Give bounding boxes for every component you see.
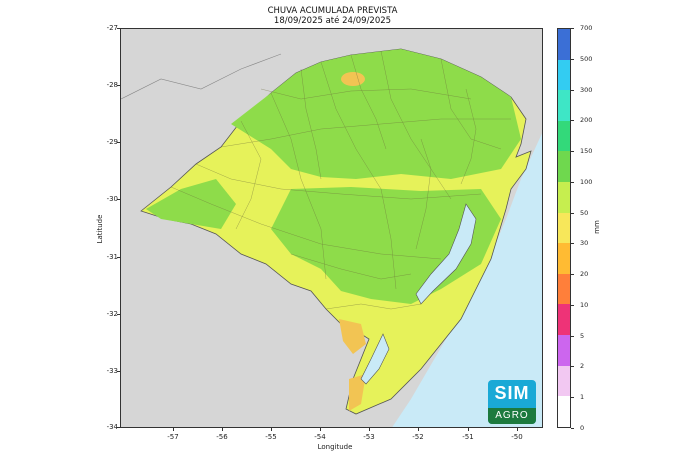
colorbar-segment <box>558 365 570 397</box>
sim-agro-logo: SIM AGRO <box>488 380 536 424</box>
colorbar-segment <box>558 90 570 121</box>
x-tick-label: -50 <box>511 433 523 441</box>
x-tick-label: -56 <box>216 433 228 441</box>
x-tick-mark <box>320 428 321 431</box>
x-tick-mark <box>468 428 469 431</box>
municipality-boundaries <box>170 50 511 310</box>
y-tick-label: -32 <box>106 310 118 318</box>
colorbar <box>557 28 571 428</box>
colorbar-level-label: 5 <box>580 331 585 340</box>
colorbar-level-label: 150 <box>580 147 593 156</box>
y-tick-label: -29 <box>106 138 118 146</box>
colorbar-tick-mark <box>571 212 574 214</box>
neighbor-border <box>121 53 282 100</box>
colorbar-level-label: 10 <box>580 300 589 309</box>
colorbar-segment <box>558 212 570 244</box>
colorbar-segment <box>558 273 570 305</box>
colorbar-level-label: 700 <box>580 24 593 32</box>
rainfall-map <box>121 29 542 427</box>
rain-50-100-region <box>231 49 521 179</box>
x-tick-mark <box>369 428 370 431</box>
atlantic-ocean <box>392 133 542 427</box>
x-tick-mark <box>418 428 419 431</box>
colorbar-tick-mark <box>571 181 574 183</box>
rain-50-100-region-west <box>146 179 236 229</box>
colorbar-tick-mark <box>571 397 574 399</box>
colorbar-segment <box>558 182 570 213</box>
colorbar-level-label: 300 <box>580 85 593 94</box>
colorbar-level-label: 50 <box>580 208 589 217</box>
y-tick-mark <box>117 314 120 315</box>
y-tick-mark <box>117 85 120 86</box>
colorbar-segment <box>558 120 570 152</box>
y-tick-mark <box>117 427 120 428</box>
y-tick-label: -31 <box>106 253 118 261</box>
colorbar-segment <box>558 151 570 183</box>
y-tick-mark <box>117 142 120 143</box>
y-tick-label: -34 <box>106 423 118 431</box>
y-tick-label: -33 <box>106 367 118 375</box>
colorbar-tick-mark <box>571 428 574 429</box>
x-tick-label: -52 <box>412 433 424 441</box>
x-tick-mark <box>173 428 174 431</box>
y-tick-label: -30 <box>106 195 118 203</box>
colorbar-tick-mark <box>571 243 574 245</box>
colorbar-unit: mm <box>592 220 601 234</box>
rain-20-30-north <box>341 72 365 86</box>
colorbar-level-label: 20 <box>580 270 589 279</box>
y-tick-label: -27 <box>106 24 118 32</box>
colorbar-level-label: 500 <box>580 54 593 63</box>
colorbar-level-label: 0 <box>580 424 585 432</box>
y-axis-label: Latitude <box>96 214 104 244</box>
title-line-1: CHUVA ACUMULADA PREVISTA <box>267 6 398 16</box>
colorbar-tick-mark <box>571 58 574 60</box>
x-tick-label: -57 <box>167 433 179 441</box>
logo-agro-text: AGRO <box>488 408 536 424</box>
y-tick-mark <box>117 371 120 372</box>
map-title: CHUVA ACUMULADA PREVISTA 18/09/2025 até … <box>120 6 545 26</box>
colorbar-level-label: 2 <box>580 362 585 371</box>
colorbar-segment <box>558 243 570 274</box>
x-tick-label: -51 <box>462 433 474 441</box>
y-tick-label: -28 <box>106 81 118 89</box>
colorbar-segment <box>558 59 570 91</box>
colorbar-tick-mark <box>571 304 574 306</box>
x-tick-label: -54 <box>314 433 326 441</box>
x-axis-label: Longitude <box>317 443 353 451</box>
colorbar-tick-mark <box>571 28 574 29</box>
x-tick-label: -53 <box>363 433 375 441</box>
colorbar-segment <box>558 335 570 366</box>
lagoa-mirim <box>360 333 390 385</box>
colorbar-level-label: 30 <box>580 239 589 248</box>
x-tick-label: -55 <box>265 433 277 441</box>
logo-sim-text: SIM <box>494 383 530 403</box>
x-tick-mark <box>517 428 518 431</box>
colorbar-tick-mark <box>571 274 574 276</box>
colorbar-level-label: 200 <box>580 116 593 125</box>
colorbar-level-label: 1 <box>580 393 585 402</box>
colorbar-segment <box>558 396 570 427</box>
y-tick-mark <box>117 257 120 258</box>
colorbar-segment <box>558 304 570 336</box>
colorbar-tick-mark <box>571 335 574 337</box>
rain-20-30-far-south <box>349 374 366 411</box>
rain-20-30-south <box>339 319 366 354</box>
colorbar-tick-mark <box>571 120 574 122</box>
colorbar-segment <box>558 29 570 60</box>
title-line-2: 18/09/2025 até 24/09/2025 <box>273 16 392 26</box>
colorbar-tick-mark <box>571 89 574 91</box>
y-tick-mark <box>117 199 120 200</box>
y-tick-mark <box>117 28 120 29</box>
colorbar-level-label: 100 <box>580 177 593 186</box>
map-plot-area <box>120 28 543 428</box>
colorbar-tick-mark <box>571 151 574 153</box>
colorbar-tick-mark <box>571 366 574 368</box>
x-tick-mark <box>271 428 272 431</box>
x-tick-mark <box>222 428 223 431</box>
